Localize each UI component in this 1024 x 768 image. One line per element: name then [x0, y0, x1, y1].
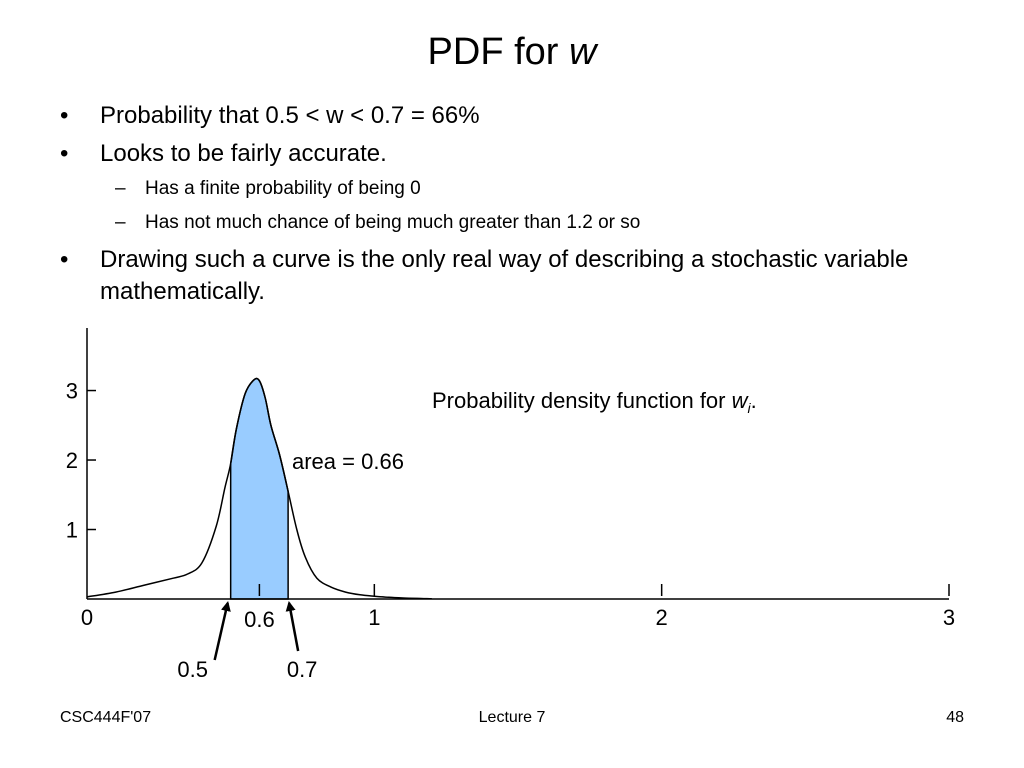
bullet-text: Looks to be fairly accurate. [100, 140, 387, 167]
area-label: area = 0.66 [292, 449, 404, 474]
y-tick-label: 1 [66, 518, 78, 543]
bullet-marker: • [60, 140, 69, 167]
chart-title-end: . [751, 388, 757, 413]
sub-bullet-marker: – [115, 178, 126, 199]
arrow-right [285, 601, 300, 652]
sub-bullet-item: – Has not much chance of being much grea… [60, 210, 980, 236]
x-tick-label: 2 [656, 605, 668, 630]
x-tick-label: 1 [368, 605, 380, 630]
bullet-item: • Probability that 0.5 < w < 0.7 = 66% [60, 100, 980, 132]
y-tick-label: 3 [66, 379, 78, 404]
slide-title-text: PDF for [427, 31, 569, 73]
axis-ticks: 0 1 2 3 1 2 3 [66, 379, 955, 630]
annotation-label: 0.7 [287, 657, 318, 682]
slide-title: PDF for w [0, 30, 1024, 74]
pdf-curve [86, 377, 432, 600]
sub-bullet-text: Has not much chance of being much greate… [145, 212, 641, 233]
bullet-list: • Probability that 0.5 < w < 0.7 = 66% •… [60, 100, 980, 314]
bullet-text: Probability that 0.5 < w < 0.7 = 66% [100, 102, 480, 129]
footer-page-number: 48 [946, 709, 964, 726]
slide-title-variable: w [569, 31, 597, 73]
shaded-area [229, 377, 289, 600]
chart-title-text: Probability density function for [432, 388, 732, 413]
footer-course: CSC444F'07 [60, 709, 152, 726]
annotations: 0.6 0.5 0.7 [177, 584, 317, 682]
bullet-item: • Drawing such a curve is the only real … [60, 244, 980, 308]
bullet-marker: • [60, 102, 69, 129]
chart-title-subscript: i [748, 400, 752, 416]
bullet-text: Drawing such a curve is the only real wa… [100, 246, 909, 305]
sub-bullet-text: Has a finite probability of being 0 [145, 178, 421, 199]
arrow-left [213, 601, 231, 661]
y-tick-label: 2 [66, 448, 78, 473]
footer-lecture: Lecture 7 [478, 709, 546, 726]
x-tick-label: 3 [943, 605, 955, 630]
annotation-label: 0.6 [244, 607, 275, 632]
sub-bullet-marker: – [115, 212, 126, 233]
bullet-item: • Looks to be fairly accurate. [60, 138, 980, 170]
bullet-marker: • [60, 246, 69, 273]
pdf-chart: 0 1 2 3 1 2 3 Probability density function for… [66, 328, 955, 682]
annotation-label: 0.5 [177, 657, 208, 682]
sub-bullet-item: – Has a finite probability of being 0 [60, 176, 980, 202]
chart-title: Probability density function for wi. [432, 388, 757, 416]
x-tick-label: 0 [81, 605, 93, 630]
chart-title-variable: w [732, 388, 750, 413]
